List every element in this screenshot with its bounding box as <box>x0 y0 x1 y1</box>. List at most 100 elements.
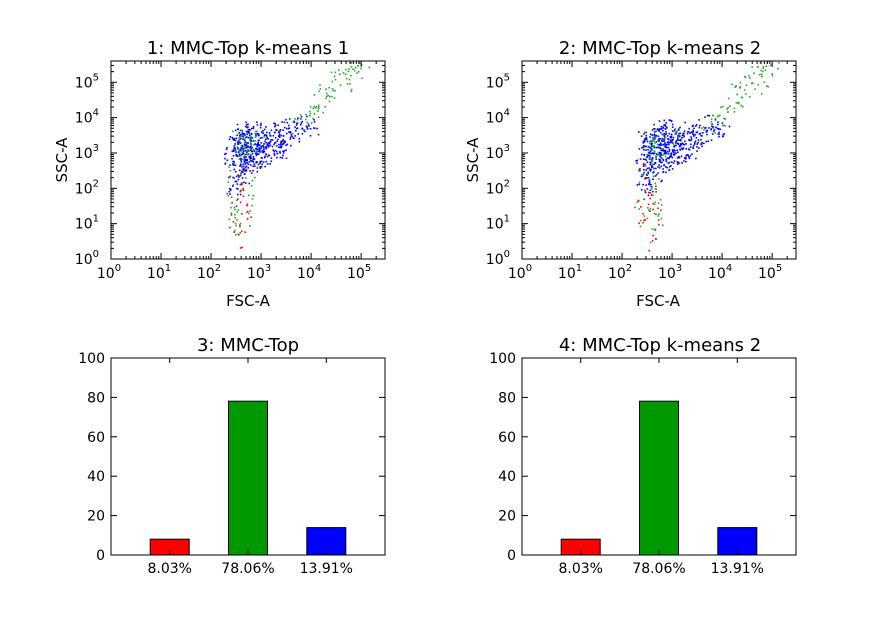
data-point <box>653 144 655 147</box>
data-point <box>242 170 244 172</box>
data-point <box>234 139 237 142</box>
data-point <box>237 209 240 211</box>
data-point <box>668 119 671 121</box>
data-point <box>692 131 695 133</box>
data-point <box>256 146 258 149</box>
data-point <box>651 157 654 160</box>
data-point <box>242 135 244 137</box>
data-point <box>744 76 747 79</box>
data-point <box>248 131 250 133</box>
data-point <box>688 149 691 151</box>
data-point <box>707 140 709 142</box>
data-point <box>300 122 303 124</box>
data-point <box>251 160 253 162</box>
data-point <box>239 148 242 151</box>
data-point <box>727 111 729 113</box>
data-point <box>665 143 667 146</box>
data-point <box>665 160 668 163</box>
data-point <box>667 153 669 155</box>
data-point <box>319 84 321 86</box>
panel-2-title: 2: MMC-Top k-means 2 <box>559 38 761 59</box>
data-point <box>660 157 662 159</box>
data-point <box>346 83 349 85</box>
data-point <box>636 159 639 162</box>
data-point <box>248 128 251 131</box>
data-point <box>250 138 253 141</box>
data-point <box>665 166 667 168</box>
data-point <box>243 173 246 175</box>
data-point <box>348 68 350 70</box>
data-point <box>322 111 324 114</box>
data-point <box>698 133 701 135</box>
data-point <box>307 123 310 125</box>
data-point <box>647 194 650 197</box>
y-tick-label: 40 <box>498 469 516 485</box>
data-point <box>244 159 247 161</box>
data-point <box>655 146 658 149</box>
data-point <box>246 204 248 207</box>
data-point <box>642 146 644 149</box>
data-point <box>673 154 676 156</box>
data-point <box>239 183 242 186</box>
data-point <box>646 217 649 220</box>
data-point <box>240 157 242 160</box>
data-point <box>664 155 667 158</box>
panel-1-ylabel: SSC-A <box>53 137 71 183</box>
data-point <box>728 125 731 128</box>
data-point <box>249 210 251 212</box>
x-tick-exponent: 4 <box>726 263 732 274</box>
data-point <box>238 132 240 134</box>
data-point <box>645 145 647 148</box>
data-point <box>737 101 739 104</box>
data-point <box>649 147 652 149</box>
data-point <box>306 128 309 130</box>
data-point <box>263 147 265 149</box>
data-point <box>718 135 720 138</box>
data-point <box>645 159 648 161</box>
data-point <box>674 128 676 131</box>
data-point <box>706 114 709 117</box>
data-point <box>309 106 312 108</box>
data-point <box>315 106 318 108</box>
data-point <box>678 133 680 135</box>
data-point <box>655 191 657 193</box>
data-point <box>289 132 292 134</box>
data-point <box>679 132 682 135</box>
data-point <box>657 129 660 131</box>
data-point <box>292 132 294 135</box>
data-point <box>636 184 639 186</box>
data-point <box>644 163 646 166</box>
data-point <box>664 137 667 139</box>
data-point <box>677 163 679 165</box>
data-point <box>660 142 662 145</box>
data-point <box>688 157 691 160</box>
data-point <box>242 153 245 156</box>
data-point <box>749 77 751 79</box>
data-point <box>650 139 652 142</box>
data-point <box>266 136 268 139</box>
data-point <box>270 160 273 162</box>
data-point <box>245 153 247 156</box>
data-point <box>634 206 636 209</box>
data-point <box>259 137 262 139</box>
data-point <box>247 194 250 196</box>
data-point <box>665 133 668 135</box>
data-point <box>317 116 320 118</box>
data-point <box>313 127 315 129</box>
data-point <box>261 145 264 147</box>
data-point <box>678 145 681 147</box>
data-point <box>272 134 275 137</box>
data-point <box>738 102 740 105</box>
data-point <box>639 168 641 170</box>
data-point <box>241 154 243 156</box>
data-point <box>253 144 255 146</box>
data-point <box>668 165 671 168</box>
data-point <box>252 149 255 152</box>
data-point <box>267 145 269 147</box>
data-point <box>710 128 712 131</box>
data-point <box>256 124 259 126</box>
data-point <box>263 151 266 153</box>
data-point <box>649 207 652 210</box>
data-point <box>668 150 671 152</box>
data-point <box>665 122 667 124</box>
